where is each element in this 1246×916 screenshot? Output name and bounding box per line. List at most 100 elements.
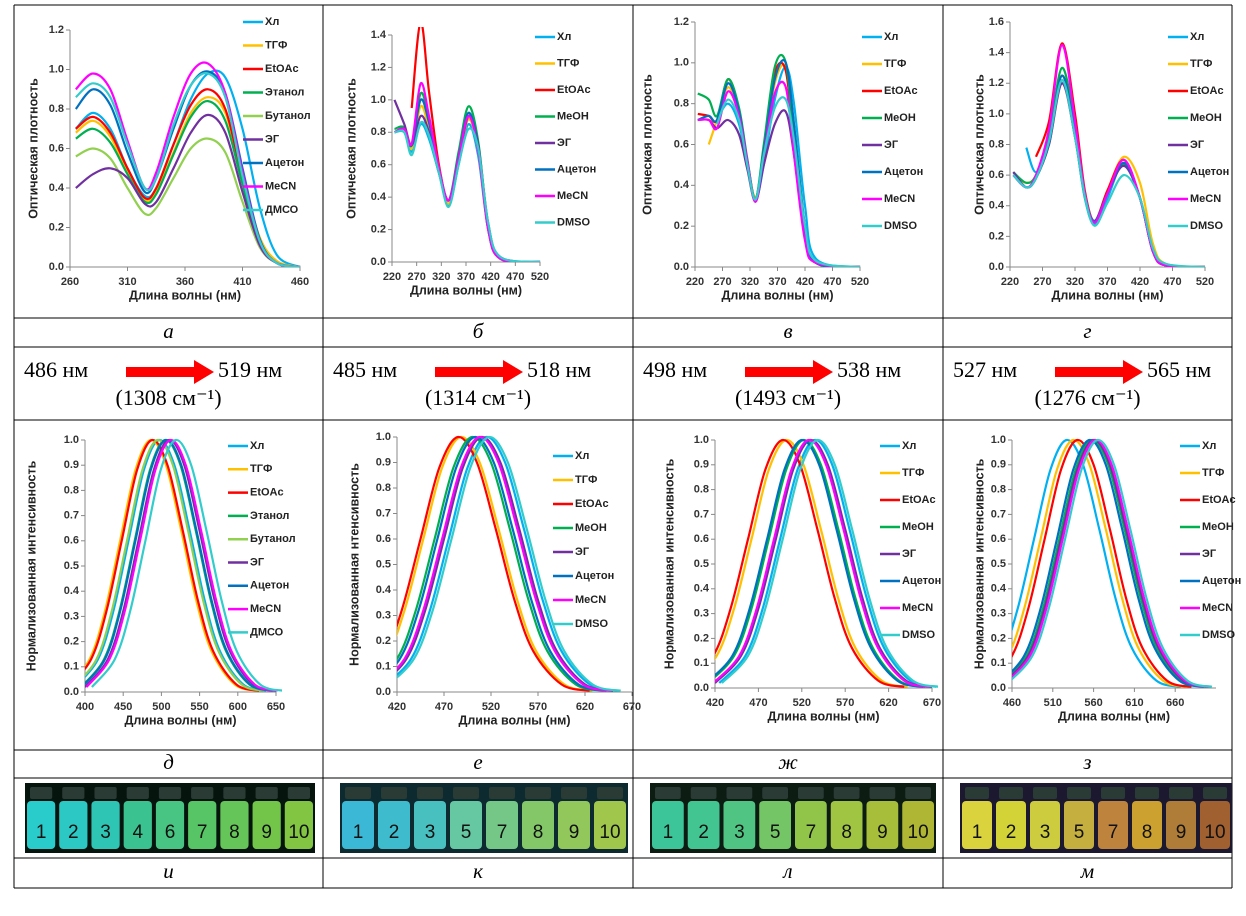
y-tick-label: 0.9 xyxy=(376,456,391,468)
legend-label: DMSO xyxy=(557,216,590,228)
spectrum-line xyxy=(85,438,278,692)
spectrum-line xyxy=(1012,79,1206,267)
y-tick-label: 0.4 xyxy=(376,584,392,596)
legend-label: Хл xyxy=(884,31,898,43)
x-tick-label: 420 xyxy=(1131,276,1149,288)
vial xyxy=(902,801,934,849)
y-tick-label: 1.0 xyxy=(371,94,386,106)
legend-label: DMSO xyxy=(1190,220,1223,232)
vial-cap xyxy=(655,787,681,799)
vial-cap xyxy=(798,787,824,799)
legend-label: ЭГ xyxy=(884,139,899,151)
vial xyxy=(1200,801,1230,849)
vial-label: 8 xyxy=(229,822,240,843)
legend-label: MeCN xyxy=(1202,602,1233,614)
vial xyxy=(378,801,410,849)
y-tick-label: 0.5 xyxy=(694,558,709,570)
vial-cap xyxy=(1033,787,1057,799)
vial-cap xyxy=(1067,787,1091,799)
y-tick-label: 0.8 xyxy=(989,138,1004,150)
vial xyxy=(866,801,899,849)
x-tick-label: 460 xyxy=(291,276,309,288)
panel-caption: з xyxy=(1082,750,1091,774)
x-tick-label: 520 xyxy=(851,276,869,288)
plot xyxy=(85,438,282,692)
panel-caption: и xyxy=(163,859,174,883)
legend-label: DMSO xyxy=(902,629,935,641)
panel-caption: л xyxy=(782,859,792,883)
legend-label: Ацетон xyxy=(902,575,941,587)
y-tick-label: 0.3 xyxy=(694,608,709,620)
x-tick-label: 470 xyxy=(435,701,453,713)
x-tick-label: 510 xyxy=(1044,697,1062,709)
vial-label: 8 xyxy=(1142,822,1153,843)
y-tick-label: 0.2 xyxy=(674,220,689,232)
legend-label: ДМСО xyxy=(265,204,299,216)
y-tick-label: 0.7 xyxy=(376,507,391,519)
y-tick-label: 0.8 xyxy=(49,103,64,115)
x-tick-label: 450 xyxy=(114,701,132,713)
spectrum-line xyxy=(1012,438,1182,688)
vial xyxy=(188,801,217,849)
legend-label: Этанол xyxy=(250,510,289,522)
x-tick-label: 670 xyxy=(623,701,641,713)
vial-photo: 1 2 3 5 7 8 9 10 xyxy=(650,783,936,853)
legend-label: EtOAc xyxy=(902,494,936,506)
x-axis-title: Длина волны (нм) xyxy=(410,283,522,297)
y-tick-label: 0.2 xyxy=(694,632,709,644)
legend-label: ТГФ xyxy=(1190,58,1212,70)
legend-label: MeCN xyxy=(250,603,281,615)
vial-label: 9 xyxy=(261,822,272,843)
vial-cap xyxy=(94,787,117,799)
y-axis-title: Нормализованная интенсивность xyxy=(972,458,986,669)
y-tick-label: 0.3 xyxy=(376,609,391,621)
legend-label: MeCN xyxy=(1190,193,1221,205)
y-tick-label: 1.4 xyxy=(371,29,387,41)
shift-note: (1276 см⁻¹) xyxy=(1034,385,1140,410)
spectrum-line xyxy=(397,435,593,692)
x-tick-label: 360 xyxy=(176,276,194,288)
vial xyxy=(486,801,518,849)
y-tick-label: 0.7 xyxy=(991,508,1006,520)
shift-from: 485 нм xyxy=(333,357,397,382)
spectrum-line xyxy=(715,96,861,267)
x-tick-label: 520 xyxy=(793,697,811,709)
legend-label: MeOH xyxy=(1202,521,1234,533)
y-tick-label: 1.0 xyxy=(376,431,391,443)
vial-label: 3 xyxy=(1040,822,1051,843)
vial-cap xyxy=(255,787,278,799)
y-tick-label: 0.2 xyxy=(371,223,386,235)
legend-label: MeOH xyxy=(575,522,607,534)
x-tick-label: 420 xyxy=(388,701,406,713)
vial-label: 9 xyxy=(877,822,888,843)
spectrum-line xyxy=(715,438,933,688)
spectrum-line xyxy=(1012,438,1209,688)
legend-label: Ацетон xyxy=(1202,575,1241,587)
legend-label: EtOAc xyxy=(884,85,918,97)
legend-label: EtOAc xyxy=(1202,494,1236,506)
vial xyxy=(1166,801,1196,849)
vial-cap xyxy=(833,787,860,799)
y-tick-label: 0.2 xyxy=(376,635,391,647)
x-tick-label: 520 xyxy=(1196,276,1214,288)
spectrum-line xyxy=(697,59,861,267)
x-tick-label: 270 xyxy=(713,276,731,288)
vial-label: 2 xyxy=(389,822,400,843)
x-tick-label: 470 xyxy=(506,271,524,283)
legend-label: ЭГ xyxy=(557,137,572,149)
vial-label: 3 xyxy=(100,822,111,843)
y-tick-label: 0.6 xyxy=(674,138,689,150)
chart: 0.0 0.2 0.4 0.6 0.8 1.0 1.2 220 270 320 370 420 470 5… xyxy=(640,16,923,302)
x-tick-label: 470 xyxy=(823,276,841,288)
legend-label: Хл xyxy=(1190,31,1204,43)
y-tick-label: 0.4 xyxy=(371,191,387,203)
vial-cap xyxy=(287,787,310,799)
y-tick-label: 0.8 xyxy=(674,98,689,110)
vial-cap xyxy=(690,787,717,799)
vial-label: 10 xyxy=(288,822,309,843)
legend-label: MeCN xyxy=(575,594,606,606)
x-axis-title: Длина волны (нм) xyxy=(1051,288,1163,302)
legend-label: EtOAc xyxy=(575,498,609,510)
vial xyxy=(342,801,374,849)
